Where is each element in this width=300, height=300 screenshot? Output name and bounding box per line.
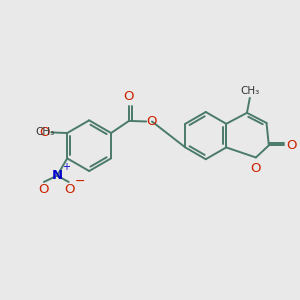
Text: O: O <box>38 183 49 196</box>
Text: O: O <box>250 162 261 175</box>
Text: O: O <box>39 126 50 139</box>
Text: CH₃: CH₃ <box>35 128 55 137</box>
Text: CH₃: CH₃ <box>240 85 260 96</box>
Text: O: O <box>124 90 134 103</box>
Text: +: + <box>62 162 70 172</box>
Text: N: N <box>52 169 63 182</box>
Text: −: − <box>75 175 86 188</box>
Text: O: O <box>64 183 74 196</box>
Text: O: O <box>146 115 157 128</box>
Text: O: O <box>287 139 297 152</box>
